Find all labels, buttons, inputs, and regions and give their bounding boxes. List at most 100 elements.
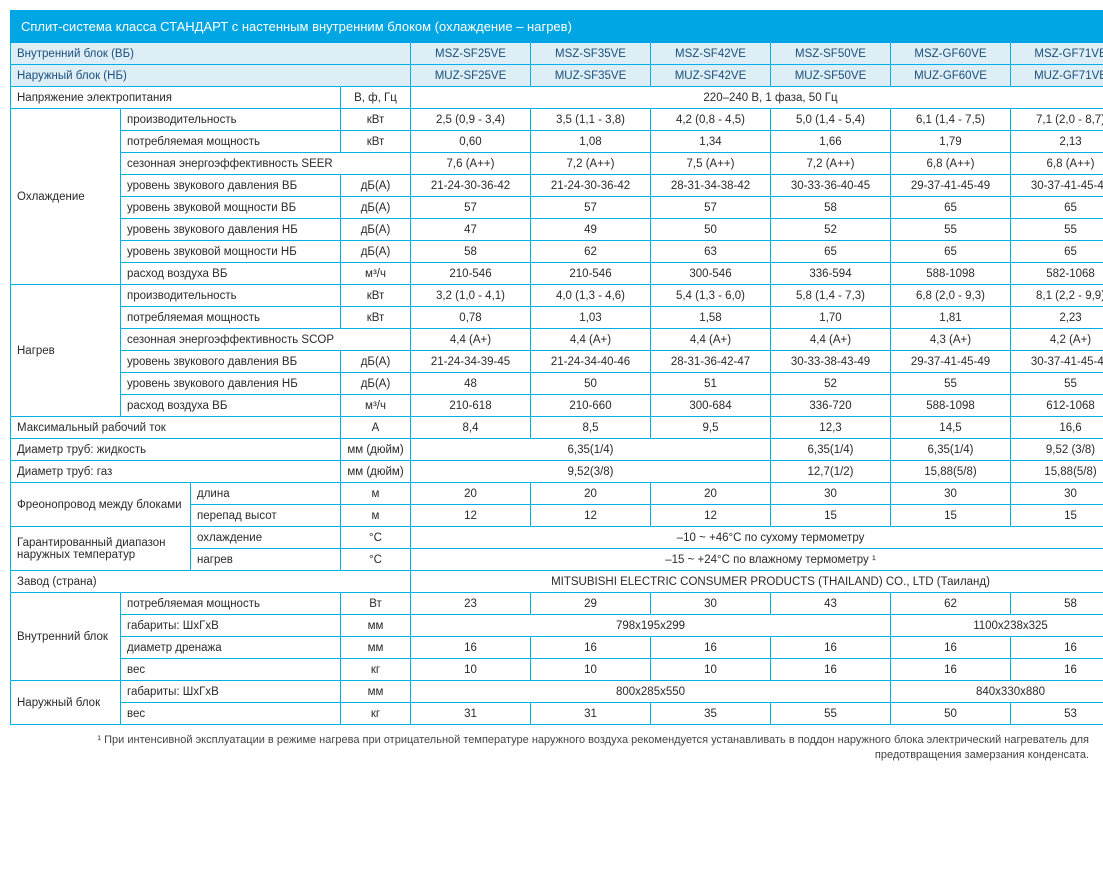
value-cell: 21-24-30-36-42 [531,175,651,197]
voltage-row: Напряжение электропитания В, ф, Гц 220–2… [11,87,1103,109]
table-row: Наружный блок габариты: ШхГхВ мм 800x285… [11,681,1103,703]
table-row: расход воздуха ВБ м³/ч 210-546 210-546 3… [11,263,1103,285]
value-cell: 4,2 (0,8 - 4,5) [651,109,771,131]
param-label: уровень звукового давления НБ [121,373,341,395]
value-cell: 4,4 (A+) [531,329,651,351]
unit-cell: кВт [341,285,411,307]
value-cell: 62 [531,241,651,263]
value-cell: 9,52(3/8) [411,461,771,483]
pipe-gas-row: Диаметр труб: газ мм (дюйм) 9,52(3/8) 12… [11,461,1103,483]
value-cell: 12 [651,505,771,527]
value-cell: 4,4 (A+) [771,329,891,351]
voltage-label: Напряжение электропитания [11,87,341,109]
param-label: Диаметр труб: жидкость [11,439,341,461]
value-cell: 48 [411,373,531,395]
value-cell: 62 [891,593,1011,615]
value-cell: 20 [651,483,771,505]
value-cell: 8,4 [411,417,531,439]
table-row: Гарантированный диапазон наружных темпер… [11,527,1103,549]
value-cell: 6,35(1/4) [411,439,771,461]
model-header: MSZ-SF35VE [531,43,651,65]
value-cell: 16 [891,659,1011,681]
value-cell: 65 [891,197,1011,219]
value-cell: 6,8 (2,0 - 9,3) [891,285,1011,307]
value-cell: 31 [531,703,651,725]
param-label: сезонная энергоэффективность SEER [121,153,411,175]
pipe-liquid-row: Диаметр труб: жидкость мм (дюйм) 6,35(1/… [11,439,1103,461]
unit-cell: мм [341,637,411,659]
cooling-label: Охлаждение [11,109,121,285]
unit-cell: дБ(А) [341,351,411,373]
outdoor-block-label: Наружный блок [11,681,121,725]
value-cell: 16 [651,637,771,659]
model-header: MUZ-GF60VE [891,65,1011,87]
indoor-unit-label: Внутренний блок (ВБ) [11,43,411,65]
value-cell: –15 ~ +24°C по влажному термометру ¹ [411,549,1103,571]
value-cell: 55 [1011,219,1103,241]
param-label: габариты: ШхГхВ [121,681,341,703]
param-label: потребляемая мощность [121,593,341,615]
value-cell: 51 [651,373,771,395]
value-cell: 582-1068 [1011,263,1103,285]
value-cell: 300-546 [651,263,771,285]
model-header: MSZ-GF71VE [1011,43,1103,65]
value-cell: 35 [651,703,771,725]
unit-cell: дБ(А) [341,219,411,241]
value-cell: 210-546 [411,263,531,285]
table-row: вес кг 31 31 35 55 50 53 [11,703,1103,725]
value-cell: 9,5 [651,417,771,439]
value-cell: 0,60 [411,131,531,153]
model-header: MSZ-SF50VE [771,43,891,65]
value-cell: 8,5 [531,417,651,439]
value-cell: 15,88(5/8) [1011,461,1103,483]
value-cell: 49 [531,219,651,241]
value-cell: 10 [411,659,531,681]
value-cell: 20 [411,483,531,505]
value-cell: 4,3 (A+) [891,329,1011,351]
value-cell: 52 [771,219,891,241]
table-title: Сплит-система класса СТАНДАРТ с настенны… [11,11,1103,43]
outdoor-unit-label: Наружный блок (НБ) [11,65,411,87]
table-row: диаметр дренажа мм 16 16 16 16 16 16 [11,637,1103,659]
param-label: расход воздуха ВБ [121,263,341,285]
guaranteed-range-label: Гарантированный диапазон наружных темпер… [11,527,191,571]
unit-cell: кВт [341,131,411,153]
model-header: MUZ-SF42VE [651,65,771,87]
model-header: MUZ-SF35VE [531,65,651,87]
factory-row: Завод (страна) MITSUBISHI ELECTRIC CONSU… [11,571,1103,593]
value-cell: 16 [1011,659,1103,681]
value-cell: 1,70 [771,307,891,329]
value-cell: 1,03 [531,307,651,329]
value-cell: 7,1 (2,0 - 8,7) [1011,109,1103,131]
value-cell: 29-37-41-45-49 [891,351,1011,373]
value-cell: 7,6 (A++) [411,153,531,175]
unit-cell: А [341,417,411,439]
value-cell: 612-1068 [1011,395,1103,417]
param-label: вес [121,703,341,725]
value-cell: 58 [411,241,531,263]
table-row: вес кг 10 10 10 16 16 16 [11,659,1103,681]
table-row: сезонная энергоэффективность SCOP 4,4 (A… [11,329,1103,351]
value-cell: 29-37-41-45-49 [891,175,1011,197]
value-cell: 6,8 (A++) [891,153,1011,175]
value-cell: 65 [1011,241,1103,263]
value-cell: 65 [891,241,1011,263]
param-label: потребляемая мощность [121,131,341,153]
param-label: производительность [121,109,341,131]
model-header: MSZ-GF60VE [891,43,1011,65]
value-cell: 57 [651,197,771,219]
unit-cell: °C [341,527,411,549]
value-cell: 4,0 (1,3 - 4,6) [531,285,651,307]
value-cell: 1,79 [891,131,1011,153]
param-label: нагрев [191,549,341,571]
param-label: Диаметр труб: газ [11,461,341,483]
unit-cell: мм (дюйм) [341,439,411,461]
value-cell: 12 [411,505,531,527]
value-cell: 57 [411,197,531,219]
value-cell: 65 [771,241,891,263]
value-cell: 30 [651,593,771,615]
value-cell: 58 [771,197,891,219]
param-label: производительность [121,285,341,307]
unit-cell: дБ(А) [341,175,411,197]
value-cell: 588-1098 [891,395,1011,417]
